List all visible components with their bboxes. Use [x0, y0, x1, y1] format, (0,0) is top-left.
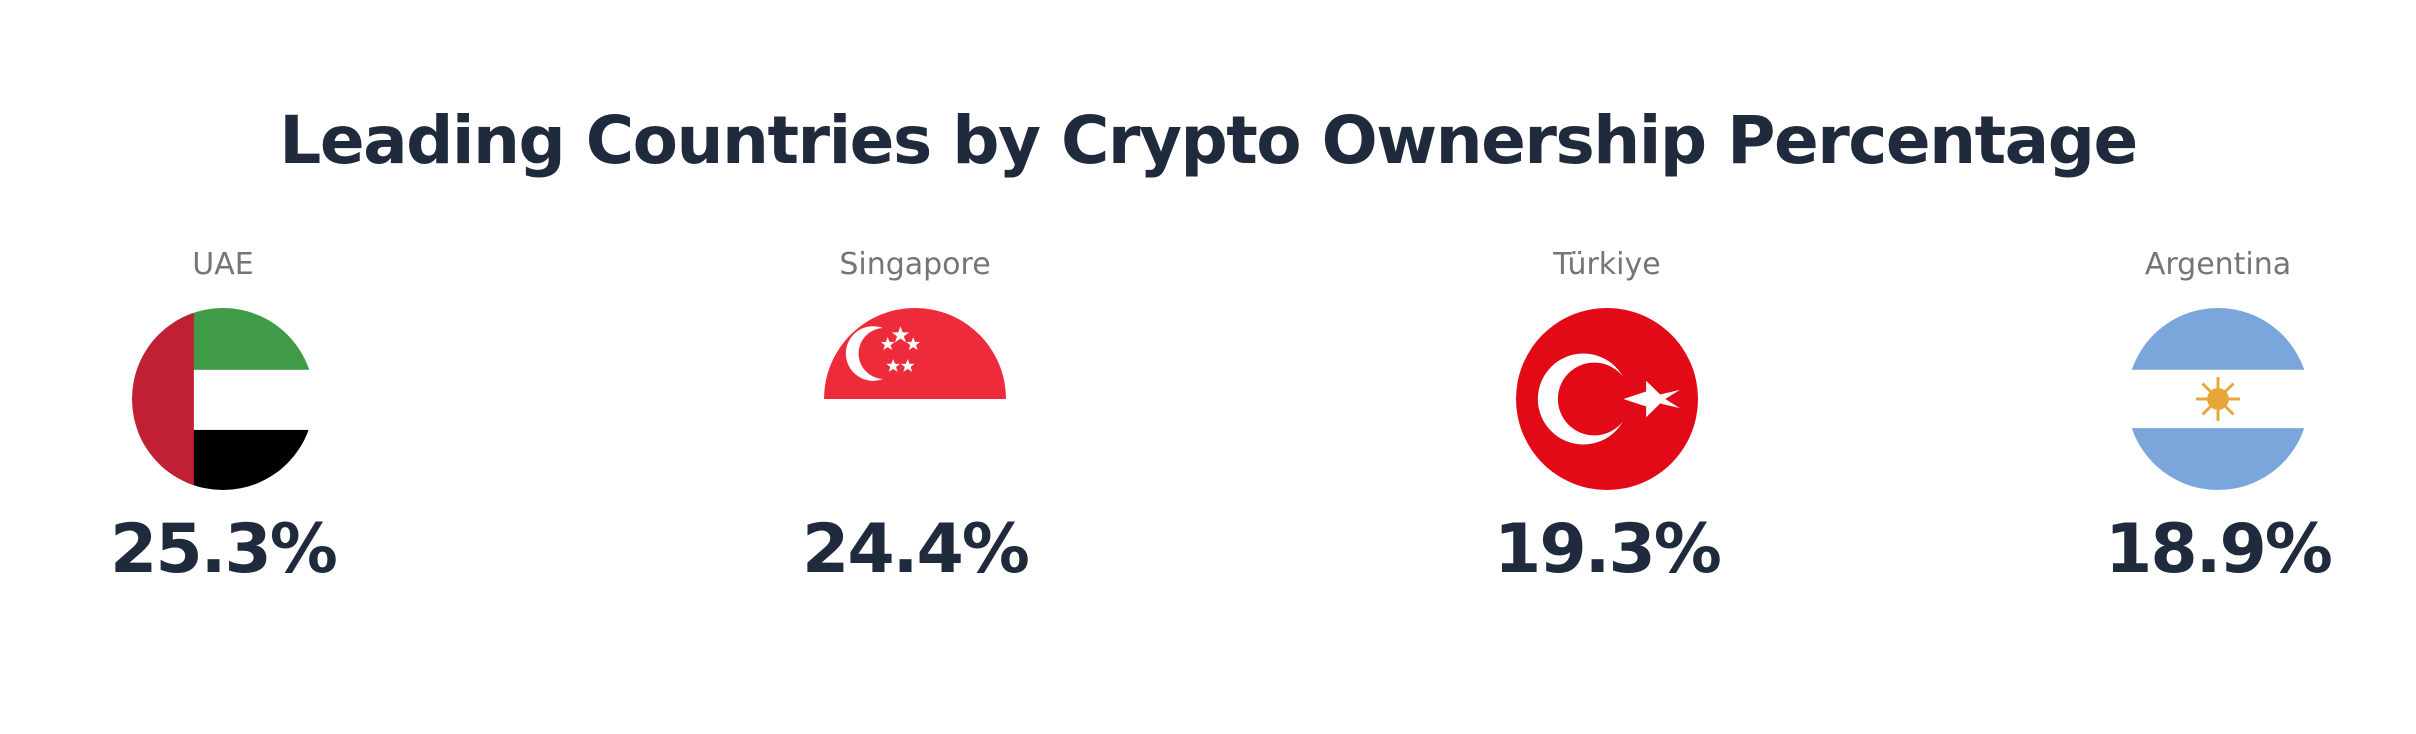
country-card-singapore: Singapore 24.4% [735, 246, 1095, 592]
country-card-turkiye: Türkiye 19.3% [1427, 246, 1787, 592]
country-name: UAE [192, 247, 254, 282]
country-card-uae: UAE 25.3% [43, 246, 403, 592]
singapore-flag-icon [824, 308, 1006, 490]
country-card-argentina: Argentina 18.9% [2038, 246, 2398, 592]
country-name: Singapore [839, 247, 991, 282]
percent-value: 18.9% [2105, 510, 2333, 589]
country-name: Argentina [2144, 247, 2292, 282]
uae-flag-icon [132, 308, 314, 490]
country-name: Türkiye [1553, 247, 1661, 282]
percent-value: 25.3% [110, 510, 338, 589]
argentina-flag-icon [2127, 308, 2309, 490]
page-title: Leading Countries by Crypto Ownership Pe… [279, 102, 2138, 179]
percent-value: 19.3% [1494, 510, 1722, 589]
percent-value: 24.4% [802, 510, 1030, 589]
turkiye-flag-icon [1516, 308, 1698, 490]
